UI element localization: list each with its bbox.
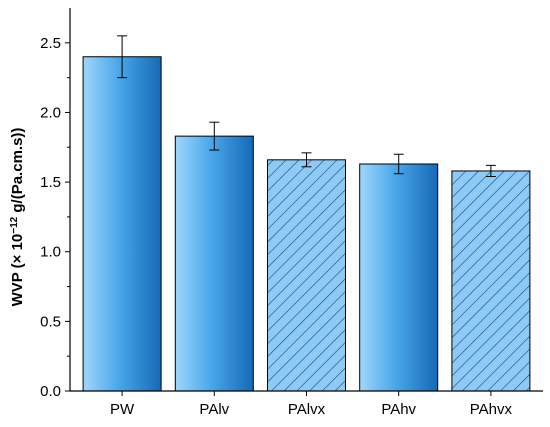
error-bar-palv (209, 121, 220, 151)
error-bar-pahv (393, 153, 404, 175)
y-tick-label: 0.5 (40, 313, 61, 330)
error-bar-pahvx (485, 164, 496, 178)
y-tick-label: 1.0 (40, 244, 61, 261)
y-tick-label: 2.0 (40, 104, 61, 121)
x-tick-label-palvx: PAlvx (288, 401, 326, 418)
y-tick-label: 0.0 (40, 383, 61, 400)
error-bars-group (117, 35, 496, 178)
x-tick-label-pahvx: PAhvx (470, 401, 513, 418)
error-bar-palvx (301, 152, 312, 168)
bar-palv (174, 135, 254, 392)
x-tick-label-pahv: PAhv (381, 401, 416, 418)
bar-pahv (359, 163, 439, 392)
x-ticks-group: PW PAlv PAlvx PAhv PAhvx (110, 391, 513, 418)
bar-palvx (267, 159, 346, 392)
y-tick-label: 2.5 (40, 35, 61, 52)
y-tick-label: 1.5 (40, 174, 61, 191)
y-axis-title: WVP (× 10−12 g/(Pa.cm.s)) (9, 128, 27, 307)
bar-pahvx (451, 170, 531, 392)
bars-group (82, 56, 531, 392)
y-ticks-group: 0.0 0.5 1.0 1.5 2.0 2.5 (40, 35, 70, 400)
x-tick-label-palv: PAlv (199, 401, 229, 418)
x-tick-label-pw: PW (110, 401, 135, 418)
bar-pw (82, 56, 162, 392)
error-bar-pw (117, 35, 128, 79)
